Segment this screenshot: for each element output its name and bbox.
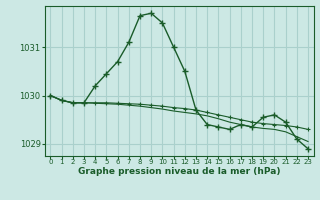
X-axis label: Graphe pression niveau de la mer (hPa): Graphe pression niveau de la mer (hPa) <box>78 167 280 176</box>
